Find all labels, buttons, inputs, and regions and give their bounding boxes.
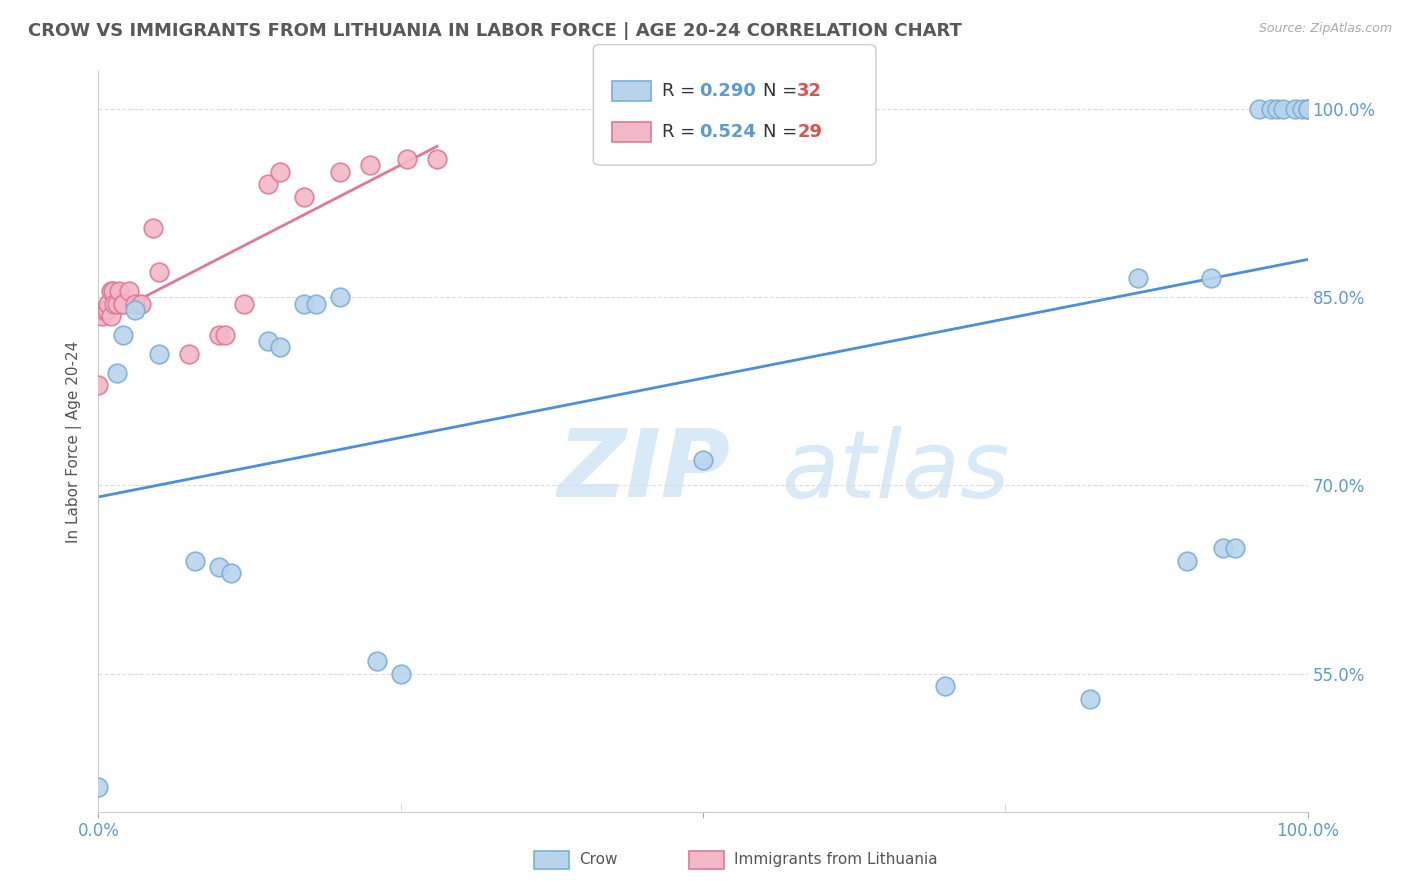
Text: ZIP: ZIP xyxy=(558,425,731,517)
Point xyxy=(1175,554,1198,568)
Text: 0.524: 0.524 xyxy=(699,123,755,141)
Point xyxy=(129,296,152,310)
Point xyxy=(142,221,165,235)
Text: 0.290: 0.290 xyxy=(699,82,755,100)
Point xyxy=(232,296,254,310)
Point xyxy=(292,296,315,310)
Point xyxy=(214,327,236,342)
Point xyxy=(366,654,388,668)
Point xyxy=(1199,271,1222,285)
Point xyxy=(100,309,122,323)
Point xyxy=(87,378,110,392)
Point xyxy=(100,284,122,298)
Point xyxy=(111,296,134,310)
Point xyxy=(87,780,110,794)
Point xyxy=(101,284,124,298)
Text: R =: R = xyxy=(662,82,702,100)
Point xyxy=(97,296,120,310)
Point xyxy=(329,165,352,179)
Point xyxy=(1296,102,1319,116)
Point xyxy=(96,302,118,317)
Point xyxy=(111,327,134,342)
Point xyxy=(221,566,243,581)
Point xyxy=(269,340,291,354)
Text: 29: 29 xyxy=(797,123,823,141)
Point xyxy=(1284,102,1306,116)
Point xyxy=(1078,691,1101,706)
Point xyxy=(1260,102,1282,116)
Point xyxy=(256,178,278,192)
Point xyxy=(305,296,328,310)
Point xyxy=(148,347,170,361)
Point xyxy=(1272,102,1295,116)
Point xyxy=(269,165,291,179)
Y-axis label: In Labor Force | Age 20-24: In Labor Force | Age 20-24 xyxy=(66,341,83,542)
Text: CROW VS IMMIGRANTS FROM LITHUANIA IN LABOR FORCE | AGE 20-24 CORRELATION CHART: CROW VS IMMIGRANTS FROM LITHUANIA IN LAB… xyxy=(28,22,962,40)
Point xyxy=(148,265,170,279)
Point xyxy=(208,327,231,342)
Point xyxy=(1267,102,1289,116)
Text: N =: N = xyxy=(763,82,803,100)
Point xyxy=(111,296,134,310)
Text: Crow: Crow xyxy=(579,853,617,867)
Text: Source: ZipAtlas.com: Source: ZipAtlas.com xyxy=(1258,22,1392,36)
Point xyxy=(105,366,128,380)
Text: Immigrants from Lithuania: Immigrants from Lithuania xyxy=(734,853,938,867)
Point xyxy=(1249,102,1271,116)
Point xyxy=(692,453,714,467)
Text: atlas: atlas xyxy=(782,425,1010,516)
Point xyxy=(426,152,449,166)
Point xyxy=(1212,541,1234,556)
Point xyxy=(1296,102,1319,116)
Point xyxy=(103,296,125,310)
Point xyxy=(105,296,128,310)
Text: N =: N = xyxy=(763,123,803,141)
Point xyxy=(124,296,146,310)
Point xyxy=(292,190,315,204)
Point xyxy=(91,309,114,323)
Point xyxy=(329,290,352,304)
Point xyxy=(389,666,412,681)
Point xyxy=(1223,541,1246,556)
Point xyxy=(118,284,141,298)
Point xyxy=(208,560,231,574)
Point xyxy=(395,152,418,166)
Point xyxy=(184,554,207,568)
Point xyxy=(1296,102,1319,116)
Point xyxy=(256,334,278,348)
Text: R =: R = xyxy=(662,123,702,141)
Point xyxy=(93,302,115,317)
Text: 32: 32 xyxy=(797,82,823,100)
Point xyxy=(1128,271,1150,285)
Point xyxy=(1291,102,1313,116)
Point xyxy=(360,159,382,173)
Point xyxy=(934,679,956,693)
Point xyxy=(108,284,131,298)
Point xyxy=(179,347,201,361)
Point xyxy=(124,302,146,317)
